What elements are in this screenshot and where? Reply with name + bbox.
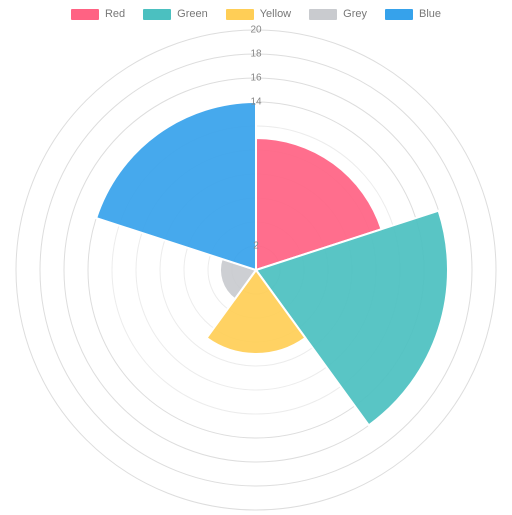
radial-tick-label: 2	[253, 241, 259, 252]
radial-tick-label: 18	[250, 49, 262, 60]
radial-tick-label: 16	[250, 73, 262, 84]
radial-tick-label: 20	[250, 25, 262, 36]
radial-tick-label: 14	[250, 97, 262, 108]
chart-plot-area: 2 14 16 18 20	[0, 0, 512, 515]
polar-area-chart: RedGreenYellowGreyBlue 214161820	[0, 0, 512, 515]
polar-slice[interactable]	[96, 102, 256, 270]
